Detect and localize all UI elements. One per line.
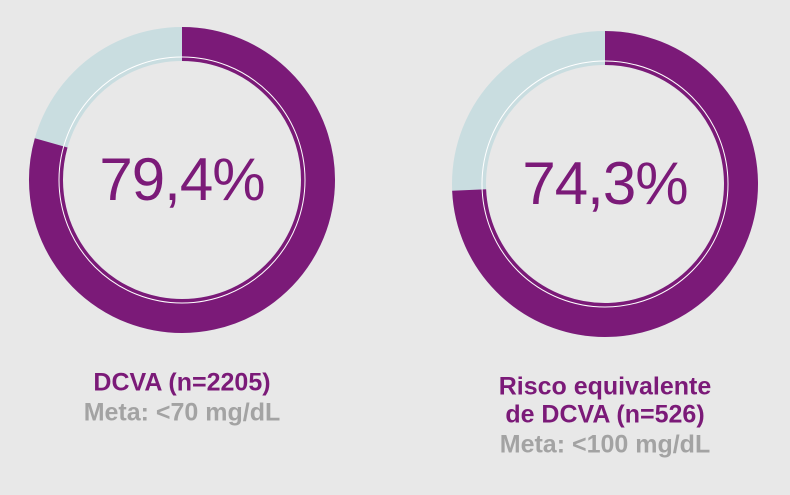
chart-subtitle: Meta: <70 mg/dL <box>84 399 281 427</box>
chart-title: DCVA (n=2205) <box>93 369 270 397</box>
donut-arc <box>29 27 335 333</box>
ring-line <box>58 56 306 304</box>
value-label: 79,4% <box>99 146 264 213</box>
value-label: 74,3% <box>522 150 687 217</box>
ring-line <box>481 60 729 308</box>
donut-arc <box>452 31 758 337</box>
chart-title: Risco equivalente <box>499 373 712 401</box>
chart-title: de DCVA (n=526) <box>505 401 704 429</box>
chart-subtitle: Meta: <100 mg/dL <box>500 431 710 459</box>
